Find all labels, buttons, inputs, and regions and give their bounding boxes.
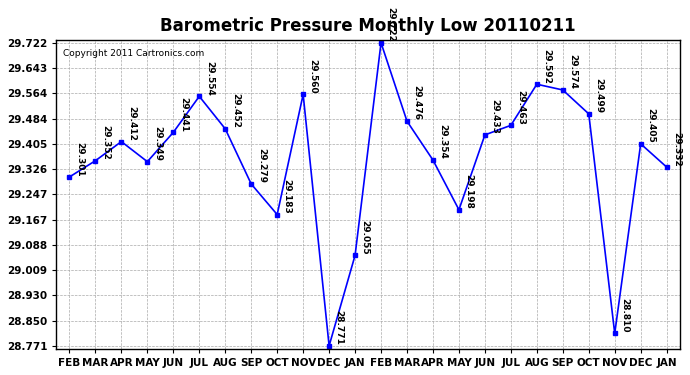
Text: 29.433: 29.433 — [491, 99, 500, 134]
Text: Copyright 2011 Cartronics.com: Copyright 2011 Cartronics.com — [63, 49, 204, 58]
Text: 29.301: 29.301 — [75, 141, 84, 176]
Title: Barometric Pressure Monthly Low 20110211: Barometric Pressure Monthly Low 20110211 — [160, 17, 576, 35]
Text: 29.332: 29.332 — [672, 132, 681, 166]
Text: 29.349: 29.349 — [153, 126, 162, 161]
Text: 29.183: 29.183 — [283, 179, 292, 214]
Text: 28.810: 28.810 — [620, 298, 629, 333]
Text: 29.405: 29.405 — [647, 108, 656, 143]
Text: 29.441: 29.441 — [179, 97, 188, 132]
Text: 29.055: 29.055 — [361, 220, 370, 255]
Text: 29.412: 29.412 — [127, 106, 136, 141]
Text: 29.476: 29.476 — [413, 86, 422, 120]
Text: 29.198: 29.198 — [464, 174, 473, 209]
Text: 29.554: 29.554 — [205, 61, 214, 96]
Text: 29.722: 29.722 — [386, 7, 395, 42]
Text: 29.463: 29.463 — [516, 90, 525, 124]
Text: 29.574: 29.574 — [569, 54, 578, 89]
Text: 29.452: 29.452 — [230, 93, 240, 128]
Text: 29.499: 29.499 — [594, 78, 603, 113]
Text: 29.560: 29.560 — [308, 59, 317, 94]
Text: 29.352: 29.352 — [101, 125, 110, 160]
Text: 29.592: 29.592 — [542, 49, 551, 84]
Text: 29.354: 29.354 — [439, 124, 448, 159]
Text: 28.771: 28.771 — [335, 310, 344, 345]
Text: 29.279: 29.279 — [257, 148, 266, 183]
